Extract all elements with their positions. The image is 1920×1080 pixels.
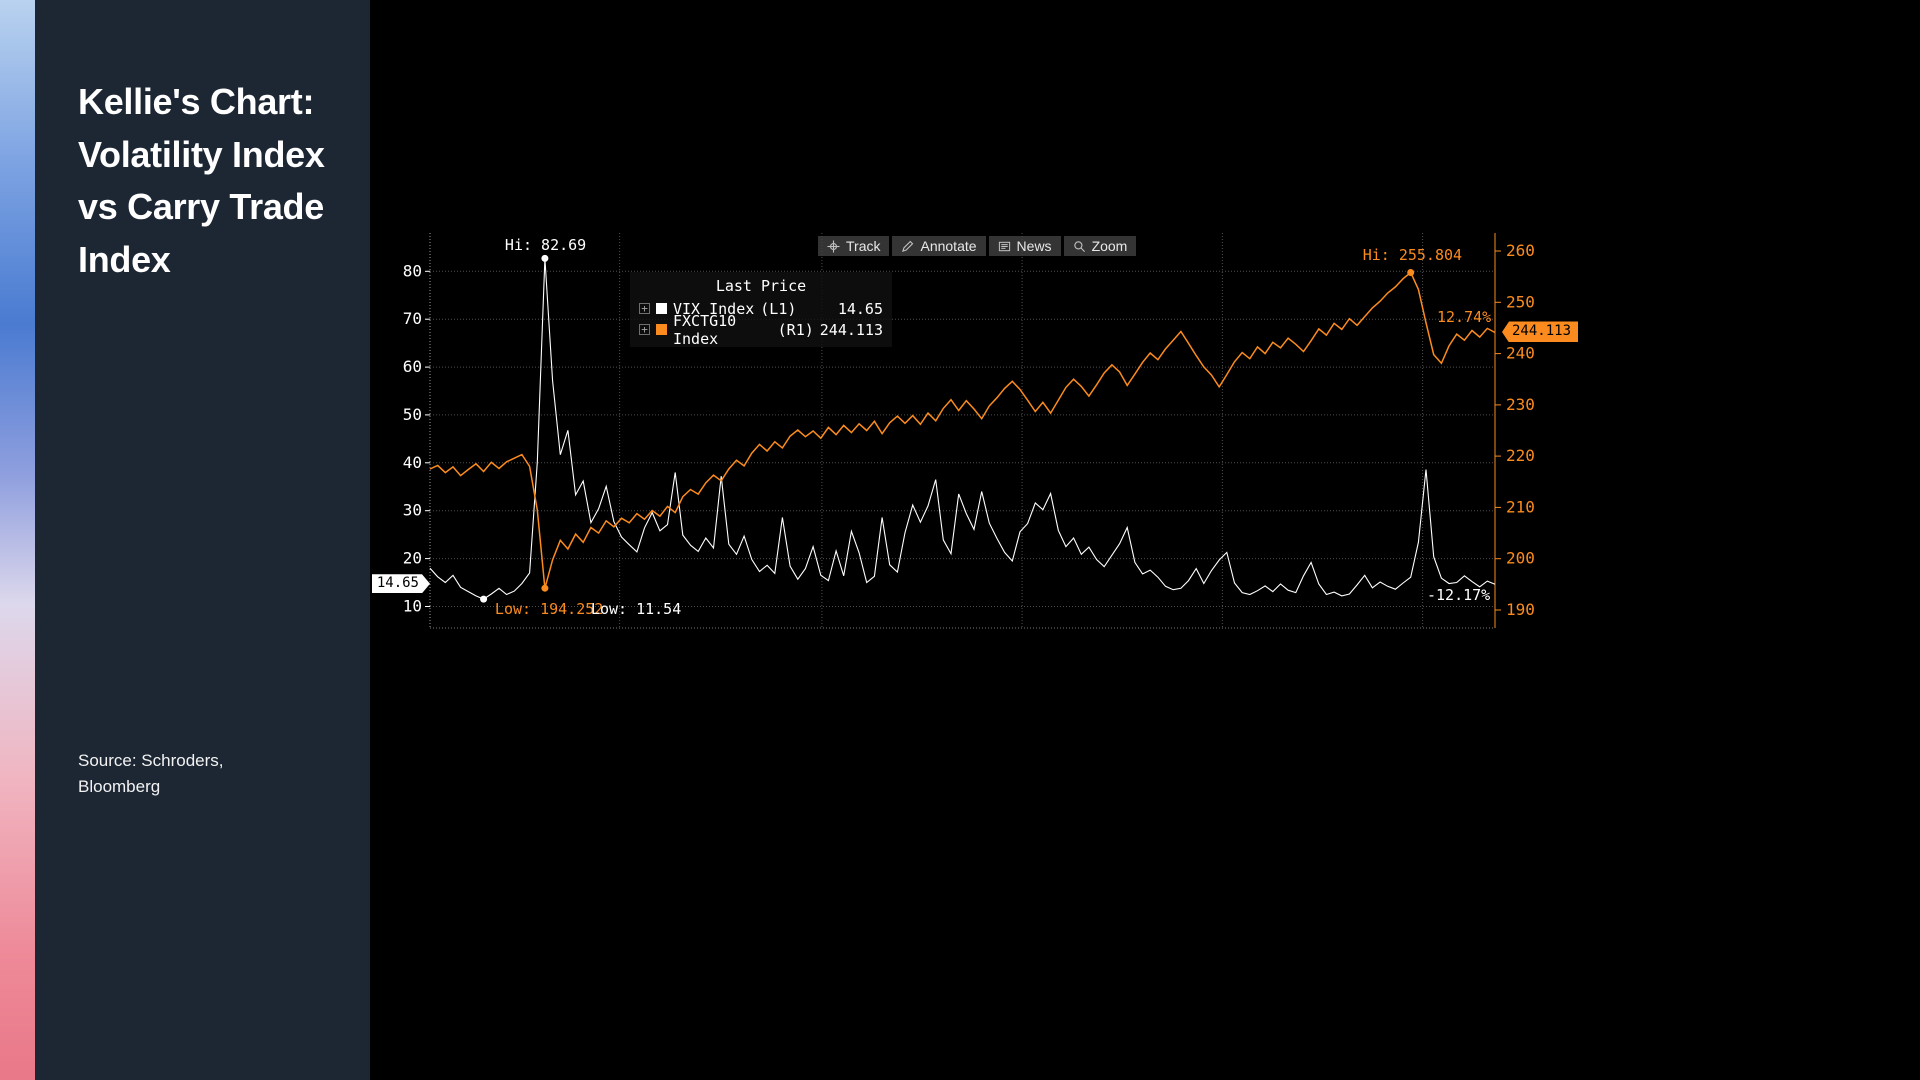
annotation-vix-pct: -12.17% [1427,586,1491,605]
left-axis-tick-label: 10 [403,597,422,616]
magnifier-icon [1073,240,1086,253]
news-label: News [1016,238,1052,254]
expand-icon[interactable] [639,303,650,314]
zoom-label: Zoom [1091,238,1128,254]
page-title: Kellie's Chart: Volatility Index vs Carr… [78,81,325,280]
fxctg10-series-swatch [656,324,667,335]
sidebar: Kellie's Chart: Volatility Index vs Carr… [35,0,370,1080]
legend-series-value: 14.65 [837,299,883,318]
left-axis-tick-label: 60 [403,357,422,376]
legend-row-fxctg10[interactable]: FXCTG10 Index (R1) 244.113 [639,312,883,348]
chart-plot-area[interactable]: 80 70 60 50 40 30 20 10 260 250 240 230 220 210 200 190 [380,225,1565,640]
annotation-vix-low: Low: 11.54 [590,600,682,619]
right-axis-tick-label: 250 [1506,292,1535,311]
annotate-label: Annotate [920,238,977,254]
left-axis-tick-label: 50 [403,405,422,424]
chart-toolbar: Track Annotate News Zoom [818,236,1137,256]
track-button[interactable]: Track [818,236,890,256]
legend-title: Last Price [715,277,807,295]
right-axis-tick-label: 200 [1506,549,1535,568]
right-axis-tick-label: 210 [1506,497,1535,516]
legend-axis-tag: (R1) [777,320,814,339]
gradient-accent-bar [0,0,35,1080]
chart-legend: Last Price VIX Index (L1) 14.65 FXCTG10 … [630,272,892,348]
annotation-vix-hi: Hi: 82.69 [504,236,587,255]
vix-series-swatch [656,303,667,314]
news-icon [998,240,1011,253]
legend-series-name: FXCTG10 Index [673,311,737,348]
crosshair-icon [827,239,840,253]
annotation-fx-hi: Hi: 255.804 [1362,246,1463,265]
right-axis-tick-label: 230 [1506,395,1535,414]
pencil-icon [901,240,914,253]
news-button[interactable]: News [988,236,1061,256]
extreme-marker [1407,269,1415,276]
extreme-marker [541,254,549,262]
left-axis-tick-label: 30 [403,501,422,520]
right-axis-tick-label: 240 [1506,344,1535,363]
left-axis-tick-label: 20 [403,549,422,568]
series-fxctg10-index [429,271,1496,589]
left-axis-tag: 14.65 [372,574,430,593]
source-note: Source: Schroders, Bloomberg [78,751,224,796]
legend-axis-tag: (L1) [760,299,797,318]
legend-series-value: 244.113 [819,320,883,339]
zoom-button[interactable]: Zoom [1063,236,1137,256]
right-axis-tick-label: 220 [1506,446,1535,465]
annotation-fx-low: Low: 194.252 [494,600,604,619]
series-vix-index [429,258,1496,600]
left-axis-tick-label: 70 [403,309,422,328]
legend-series-name: VIX Index [673,299,755,318]
left-axis-tick-label: 80 [403,261,422,280]
right-axis-tick-label: 260 [1506,241,1535,260]
legend-row-vix[interactable]: VIX Index (L1) 14.65 [639,298,883,319]
right-axis-tag: 244.113 [1502,321,1579,343]
chart-panel: 80 70 60 50 40 30 20 10 260 250 240 230 220 210 200 190… [380,225,1579,640]
annotation-fx-pct: 12.74% [1437,308,1492,327]
track-label: Track [846,238,881,254]
expand-icon[interactable] [639,324,650,335]
annotate-button[interactable]: Annotate [892,236,986,256]
extreme-marker [541,584,549,592]
extreme-marker [480,595,488,603]
right-axis-tick-label: 190 [1506,600,1535,619]
left-axis-tick-label: 40 [403,453,422,472]
